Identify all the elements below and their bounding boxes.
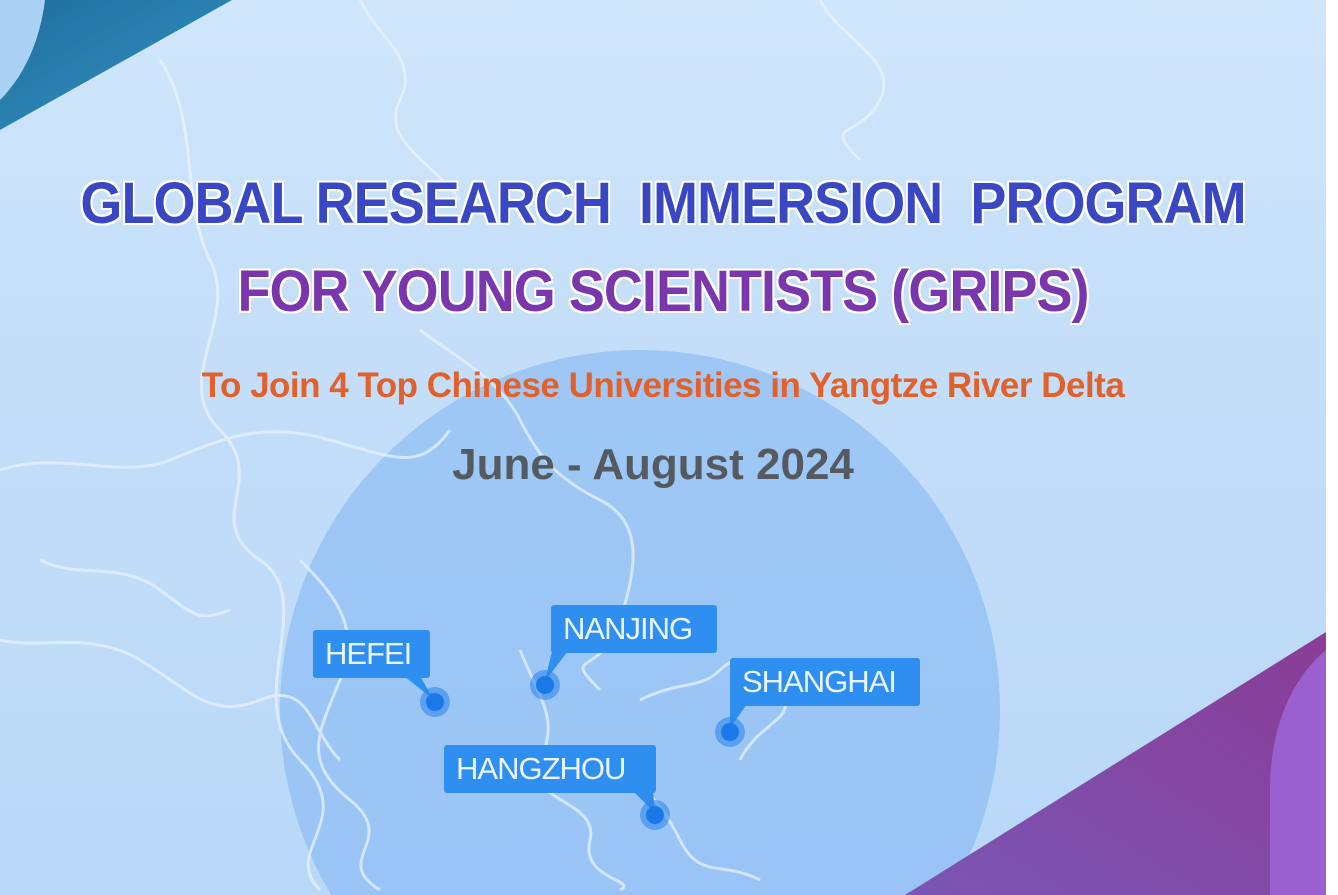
corner-purple-decoration — [905, 632, 1326, 895]
subtitle: To Join 4 Top Chinese Universities in Ya… — [201, 366, 1125, 405]
location-dot-shanghai — [715, 717, 745, 747]
corner-teal-decoration — [0, 0, 232, 130]
title-line-2: FOR YOUNG SCIENTISTS (GRIPS) — [237, 259, 1089, 324]
province-borders — [0, 0, 886, 892]
title-line-1: GLOBAL RESEARCH IMMERSION PROGRAM — [80, 171, 1246, 236]
program-dates: June - August 2024 — [452, 440, 854, 489]
city-label-shanghai: SHANGHAI — [730, 658, 920, 706]
city-label-hefei: HEFEI — [313, 630, 430, 678]
location-dot-nanjing — [530, 670, 560, 700]
city-label-hangzhou: HANGZHOU — [444, 745, 656, 793]
city-label-nanjing: NANJING — [551, 605, 717, 653]
location-dot-hangzhou — [640, 800, 670, 830]
location-dot-hefei — [420, 687, 450, 717]
